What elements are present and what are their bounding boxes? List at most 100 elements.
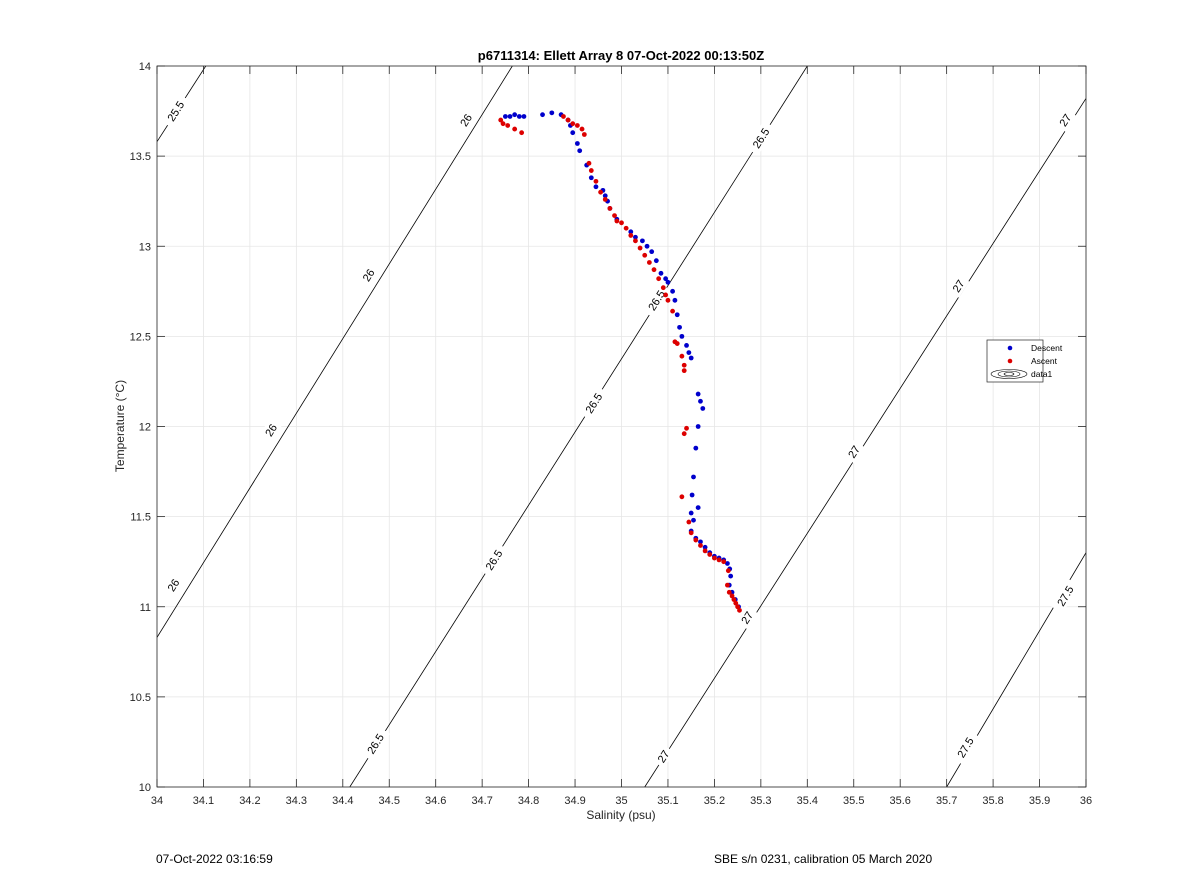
y-tick-label: 11.5 — [130, 512, 151, 524]
y-tick-label: 10.5 — [130, 692, 151, 704]
density-contour-label-text: 27 — [656, 749, 673, 766]
density-contour-label-bg — [947, 274, 970, 298]
descent-point — [502, 114, 508, 119]
descent-point — [577, 148, 583, 154]
descent-point — [507, 114, 513, 119]
ascent-point — [729, 593, 735, 599]
density-contour-label: 26 — [259, 418, 282, 442]
ascent-point — [681, 368, 687, 374]
data-points — [498, 110, 742, 613]
descent-point — [691, 474, 696, 480]
ascent-point — [735, 604, 741, 610]
ascent-point — [702, 548, 708, 554]
x-axis-label: Salinity (psu) — [586, 808, 655, 822]
chart-title: p6711314: Ellett Array 8 07-Oct-2022 00:… — [478, 48, 764, 63]
descent-point — [663, 276, 669, 282]
x-tick-label: 34.3 — [286, 795, 307, 807]
ascent-point — [663, 292, 669, 298]
density-contour-label: 27 — [652, 744, 675, 769]
descent-point — [674, 312, 680, 318]
descent-point — [686, 350, 692, 355]
density-contour-label-text: 27 — [951, 278, 968, 295]
x-tick-label: 34.7 — [471, 795, 492, 807]
density-contour-label: 26 — [454, 108, 477, 132]
density-contour-label-bg — [950, 729, 980, 765]
legend-ascent-marker — [1007, 358, 1013, 364]
density-contour-label-bg — [652, 744, 675, 769]
density-contour-label: 26 — [357, 263, 380, 287]
descent-point — [688, 355, 694, 361]
x-tick-label: 35.5 — [843, 795, 864, 807]
ascent-point — [598, 189, 603, 195]
ascent-point — [660, 285, 666, 291]
legend-descent-marker — [1007, 345, 1013, 351]
density-contour-label-text: 26 — [458, 112, 475, 129]
y-axis-label: Temperature (°C) — [113, 380, 127, 472]
ascent-point — [586, 160, 592, 166]
descent-point — [644, 243, 650, 249]
x-tick-label: 34.2 — [239, 795, 260, 807]
descent-point — [695, 391, 701, 397]
x-tick-label: 35.4 — [797, 795, 818, 807]
ascent-point — [581, 132, 587, 137]
density-contour-label-bg — [454, 108, 477, 132]
y-tick-label: 11 — [140, 602, 151, 614]
density-contour-label: 27 — [842, 439, 865, 464]
ascent-point — [628, 233, 634, 238]
legend-ascent-label: Ascent — [1031, 356, 1058, 366]
ascent-point — [500, 121, 506, 127]
density-contour-label-bg — [641, 282, 671, 318]
ascent-point — [651, 267, 657, 273]
y-tick-label: 14 — [139, 61, 151, 73]
density-contour-line — [157, 66, 513, 638]
x-tick-label: 34.5 — [379, 795, 400, 807]
descent-point — [684, 342, 689, 348]
ascent-point — [725, 568, 731, 574]
density-contour-label-bg — [746, 120, 776, 156]
density-contour-label-text: 27 — [846, 444, 863, 461]
ascent-point — [642, 252, 648, 258]
descent-point — [677, 324, 682, 330]
ascent-point — [707, 552, 713, 557]
ascent-point — [623, 225, 629, 231]
y-tick-label: 13.5 — [130, 151, 151, 163]
ascent-point — [716, 557, 722, 563]
density-contour-label-bg — [259, 418, 282, 442]
x-tick-label: 34.9 — [564, 795, 585, 807]
x-tick-label: 35.7 — [936, 795, 957, 807]
x-tick-label: 34.8 — [518, 795, 539, 807]
x-tick-label: 36 — [1080, 795, 1092, 807]
descent-point — [672, 297, 678, 303]
density-contour-labels: 25.52626262626.526.526.526.526.527272727… — [160, 93, 1080, 769]
x-tick-label: 35.2 — [704, 795, 725, 807]
density-contour-label-bg — [842, 439, 865, 464]
ascent-point — [498, 117, 504, 123]
ascent-point — [684, 425, 689, 431]
x-tick-label: 34.1 — [193, 795, 214, 807]
legend-data1-label: data1 — [1031, 369, 1053, 379]
descent-point — [649, 249, 655, 255]
footer-calibration: SBE s/n 0231, calibration 05 March 2020 — [714, 852, 933, 866]
x-tick-label: 35.8 — [982, 795, 1003, 807]
density-contour-label-bg — [735, 605, 758, 630]
ascent-point — [726, 589, 732, 595]
ascent-point — [665, 297, 671, 303]
descent-point — [695, 505, 701, 511]
x-tick-label: 35.6 — [889, 795, 910, 807]
descent-point — [653, 258, 659, 264]
descent-point — [679, 333, 685, 339]
density-contour-label-text: 26 — [166, 577, 183, 594]
ascent-point — [733, 600, 739, 606]
density-contour-label-bg — [579, 385, 609, 421]
ascent-point — [593, 178, 599, 184]
ascent-point — [619, 220, 624, 226]
descent-point — [549, 110, 555, 116]
descent-point — [588, 175, 594, 181]
descent-point — [728, 573, 734, 579]
density-contour-label: 27 — [735, 605, 758, 630]
density-contour-label: 27 — [1054, 108, 1077, 132]
legend-data1-contour-icon — [990, 369, 1028, 379]
density-contour-label-bg — [357, 263, 380, 287]
ascent-point — [679, 353, 685, 359]
